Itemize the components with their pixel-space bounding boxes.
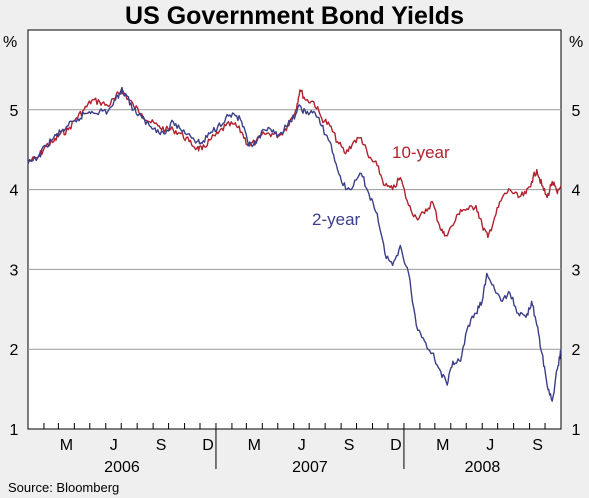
series-label-2-year: 2-year [312,210,361,229]
x-month-label: D [390,437,402,454]
x-year-label: 2008 [465,459,501,476]
y-tick-label-left: 5 [10,103,19,120]
series-label-10-year: 10-year [392,143,450,162]
y-tick-label-left: 1 [10,422,19,439]
x-month-label: J [486,437,494,454]
x-month-label: S [532,437,543,454]
series-line-2-year [27,86,562,402]
x-month-label: S [156,437,167,454]
chart-title: US Government Bond Yields [125,2,464,30]
x-year-label: 2006 [104,459,140,476]
source-note: Source: Bloomberg [8,480,119,495]
x-month-label: M [60,437,73,454]
x-month-label: J [110,437,118,454]
x-month-label: S [344,437,355,454]
y-tick-label-right: 1 [572,422,581,439]
y-tick-label-left: 2 [10,342,19,359]
x-year-label: 2007 [292,459,328,476]
x-month-label: D [202,437,214,454]
y-tick-label-left: 3 [10,262,19,279]
x-month-label: M [248,437,261,454]
x-ticks: M J S D M J S D M J S 2006 2007 2008 [43,423,546,476]
series-lines [27,86,562,402]
y-tick-label-right: 5 [572,103,581,120]
y-tick-label-right: 3 [572,262,581,279]
gridlines [28,109,561,350]
x-month-label: M [436,437,449,454]
plot-area [27,29,562,430]
y-tick-label-right: 4 [572,183,581,200]
series-line-10-year [27,89,562,239]
y-unit-left: % [3,34,17,51]
y-tick-labels: 1 1 2 2 3 3 4 4 5 5 [10,103,581,439]
y-tick-label-right: 2 [572,342,581,359]
y-tick-label-left: 4 [10,183,19,200]
y-unit-right: % [569,34,583,51]
x-month-label: J [298,437,306,454]
